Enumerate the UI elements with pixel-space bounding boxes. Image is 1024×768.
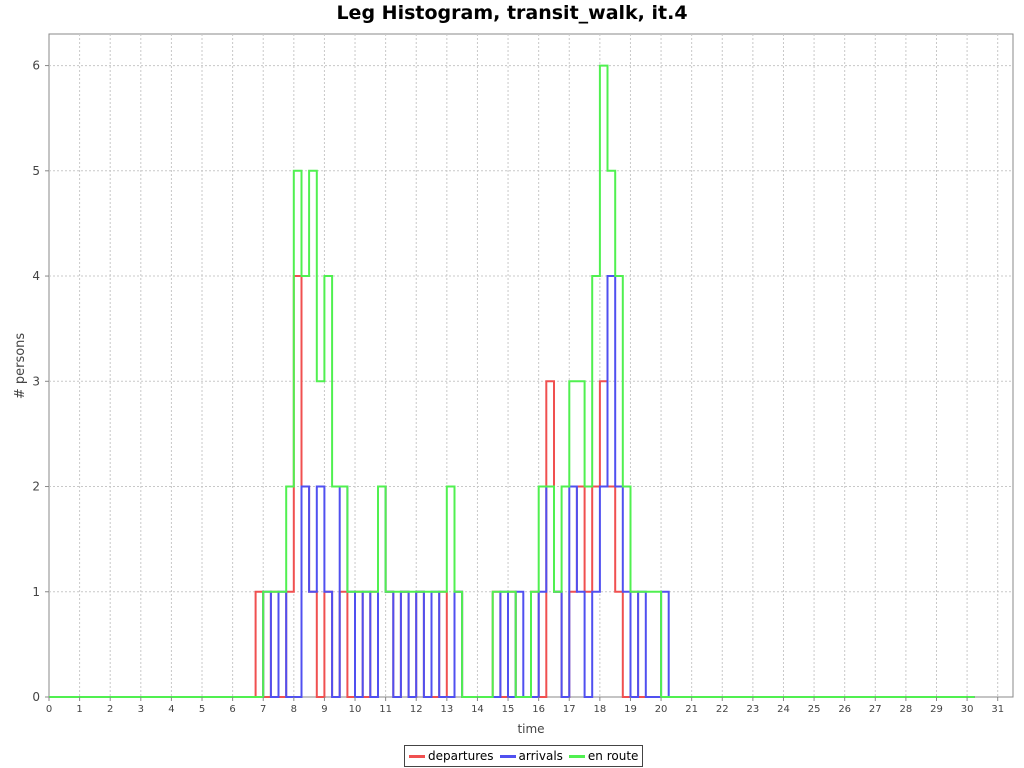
x-tick-label: 12 [410, 704, 423, 715]
y-tick-label: 2 [32, 480, 40, 494]
y-tick-label: 1 [32, 585, 40, 599]
series-layer [49, 64, 975, 698]
legend-swatch-en-route [568, 754, 585, 758]
x-tick-label: 4 [168, 704, 174, 715]
x-tick-label: 7 [260, 704, 266, 715]
x-tick-label: 17 [563, 704, 576, 715]
legend-label-arrivals: arrivals [518, 749, 563, 763]
y-tick-label: 4 [32, 269, 40, 283]
x-tick-label: 20 [655, 704, 668, 715]
y-tick-label: 0 [32, 690, 40, 704]
x-tick-label: 26 [838, 704, 851, 715]
x-tick-label: 1 [76, 704, 82, 715]
x-tick-label: 28 [900, 704, 913, 715]
x-tick-label: 23 [747, 704, 760, 715]
y-tick-label: 5 [32, 164, 40, 178]
x-tick-label: 10 [349, 704, 362, 715]
legend-item-en-route: en route [568, 749, 639, 763]
x-tick-label: 2 [107, 704, 113, 715]
legend-item-departures: departures [409, 749, 494, 763]
x-tick-label: 22 [716, 704, 729, 715]
series-line-en-route [49, 64, 975, 698]
chart-title: Leg Histogram, transit_walk, it.4 [336, 2, 688, 24]
legend-swatch-arrivals [499, 754, 516, 758]
x-tick-label: 31 [991, 704, 1004, 715]
y-tick-label: 6 [32, 59, 40, 73]
x-tick-label: 15 [502, 704, 515, 715]
series-line-arrivals [49, 275, 975, 698]
x-tick-label: 13 [440, 704, 453, 715]
x-tick-label: 9 [321, 704, 327, 715]
x-tick-label: 6 [229, 704, 235, 715]
legend-label-en-route: en route [587, 749, 639, 763]
x-axis-label: time [517, 722, 544, 736]
x-tick-label: 14 [471, 704, 484, 715]
x-tick-label: 25 [808, 704, 821, 715]
y-axis-label: # persons [13, 333, 28, 400]
plot-background [48, 33, 1014, 698]
legend-label-departures: departures [428, 749, 494, 763]
legend-item-arrivals: arrivals [499, 749, 563, 763]
legend-swatch-departures [409, 754, 425, 758]
x-tick-label: 30 [961, 704, 974, 715]
x-tick-label: 27 [869, 704, 882, 715]
x-tick-label: 19 [624, 704, 637, 715]
x-tick-label: 0 [46, 704, 52, 715]
x-tick-label: 21 [685, 704, 698, 715]
x-tick-label: 8 [291, 704, 297, 715]
x-tick-label: 16 [532, 704, 545, 715]
x-tick-label: 29 [930, 704, 943, 715]
legend: departures arrivals en route [404, 745, 644, 767]
x-tick-label: 3 [138, 704, 144, 715]
y-tick-label: 3 [32, 374, 40, 388]
x-tick-label: 24 [777, 704, 790, 715]
x-tick-label: 11 [379, 704, 392, 715]
x-tick-label: 18 [593, 704, 606, 715]
x-tick-label: 5 [199, 704, 205, 715]
axes: 0 1 2 3 4 5 6 7 8 9 10 11 12 13 14 15 16 17 18 19 20 21 22 23 24… [32, 59, 1004, 715]
